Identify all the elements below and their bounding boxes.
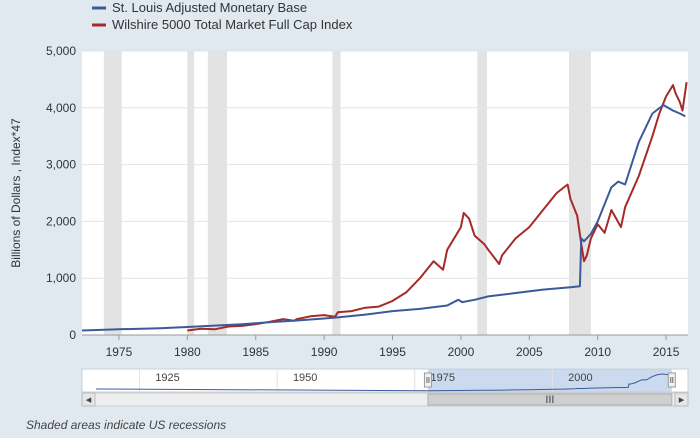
navigator-tick-label-1925: 1925 (155, 372, 179, 384)
y-tick-label-5000: 5,000 (46, 44, 76, 58)
navigator[interactable]: 1925 1950 1975 2000 (81, 368, 689, 393)
y-axis-title: Billions of Dollars , Index*47 (9, 118, 23, 268)
scrollbar-left-arrow-icon: ◂ (86, 394, 92, 406)
x-tick-label-1980: 1980 (174, 345, 201, 359)
legend-label-monetary-base: St. Louis Adjusted Monetary Base (112, 0, 307, 15)
x-tick-label-1985: 1985 (242, 345, 269, 359)
navigator-tick-label-2000: 2000 (568, 372, 592, 384)
recession-band-4 (477, 51, 487, 335)
x-tick-label-1975: 1975 (106, 345, 133, 359)
y-tick-label-1000: 1,000 (46, 271, 76, 285)
y-tick-label-4000: 4,000 (46, 101, 76, 115)
recession-band-3 (332, 51, 341, 335)
recession-band-0 (103, 51, 122, 335)
legend-item-wilshire[interactable]: Wilshire 5000 Total Market Full Cap Inde… (92, 17, 353, 32)
x-tick-label-2010: 2010 (584, 345, 611, 359)
navigator-handle-right[interactable] (667, 372, 676, 388)
y-axis-ticks: 0 1,000 2,000 3,000 4,000 5,000 (46, 44, 76, 342)
y-tick-label-0: 0 (69, 328, 76, 342)
navigator-selected-range[interactable] (427, 369, 672, 392)
navigator-tick-label-1975: 1975 (431, 372, 455, 384)
x-tick-label-1995: 1995 (379, 345, 406, 359)
scrollbar[interactable]: ◂ III ▸ (81, 392, 689, 407)
recession-band-5 (568, 51, 591, 335)
scrollbar-thumb[interactable] (427, 393, 673, 406)
series-line-wilshire (187, 82, 688, 332)
scrollbar-left-button[interactable] (81, 392, 96, 407)
recession-band-1 (187, 51, 195, 335)
x-tick-label-2000: 2000 (448, 345, 475, 359)
recession-band-2 (207, 51, 228, 335)
plot-area (82, 51, 688, 335)
legend-item-monetary-base[interactable]: St. Louis Adjusted Monetary Base (92, 0, 307, 15)
x-axis-ticks: 1975 1980 1985 1990 1995 2000 2005 2010 2015 (106, 335, 680, 359)
y-tick-label-2000: 2,000 (46, 214, 76, 228)
x-tick-label-2015: 2015 (653, 345, 680, 359)
navigator-tick-label-1950: 1950 (293, 372, 317, 384)
recession-bands (103, 51, 591, 335)
navigator-ticks: 1925 1950 1975 2000 (139, 369, 593, 392)
grid-lines (82, 50, 688, 336)
recession-footnote: Shaded areas indicate US recessions (26, 418, 227, 432)
navigator-handle-left[interactable] (423, 372, 432, 388)
scrollbar-right-arrow-icon: ▸ (679, 394, 685, 406)
legend: St. Louis Adjusted Monetary Base Wilshir… (92, 0, 353, 32)
y-tick-label-3000: 3,000 (46, 158, 76, 172)
legend-label-wilshire: Wilshire 5000 Total Market Full Cap Inde… (112, 17, 353, 32)
navigator-series-line (95, 373, 671, 392)
x-tick-label-2005: 2005 (516, 345, 543, 359)
series-line-monetary-base (81, 104, 686, 332)
x-tick-label-1990: 1990 (311, 345, 338, 359)
scrollbar-right-button[interactable] (674, 392, 689, 407)
scrollbar-grip-icon: III (545, 394, 554, 406)
series-lines (81, 82, 688, 332)
